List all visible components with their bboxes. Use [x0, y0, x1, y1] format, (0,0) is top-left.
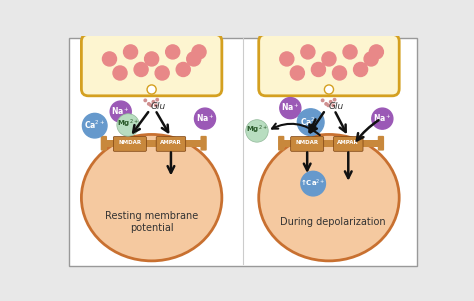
FancyBboxPatch shape: [146, 140, 157, 147]
Circle shape: [117, 114, 139, 136]
Circle shape: [152, 101, 155, 103]
Circle shape: [327, 104, 329, 107]
Circle shape: [325, 103, 328, 105]
Circle shape: [301, 45, 315, 59]
Circle shape: [297, 109, 324, 135]
FancyBboxPatch shape: [100, 136, 107, 150]
Circle shape: [301, 171, 326, 196]
Circle shape: [102, 52, 117, 66]
Text: AMPAR: AMPAR: [337, 140, 359, 145]
FancyBboxPatch shape: [291, 137, 324, 151]
FancyBboxPatch shape: [323, 140, 335, 147]
Circle shape: [364, 52, 378, 66]
Circle shape: [280, 98, 301, 119]
Text: Na$^+$: Na$^+$: [111, 105, 130, 117]
FancyBboxPatch shape: [156, 137, 186, 151]
Text: NMDAR: NMDAR: [118, 140, 141, 145]
FancyBboxPatch shape: [334, 137, 363, 151]
Ellipse shape: [82, 135, 222, 261]
Circle shape: [150, 104, 152, 107]
Circle shape: [147, 85, 156, 94]
Text: Resting membrane
potential: Resting membrane potential: [105, 211, 198, 233]
Text: NMDAR: NMDAR: [296, 140, 319, 145]
Circle shape: [176, 63, 190, 76]
Text: Na$^+$: Na$^+$: [196, 112, 214, 124]
Circle shape: [354, 63, 368, 76]
Text: AMPAR: AMPAR: [160, 140, 182, 145]
Circle shape: [311, 63, 326, 76]
Circle shape: [166, 45, 180, 59]
Circle shape: [156, 98, 158, 101]
Circle shape: [322, 52, 336, 66]
Text: Glu: Glu: [328, 102, 344, 111]
Circle shape: [280, 52, 294, 66]
Ellipse shape: [259, 135, 399, 261]
Text: Mg$^{2+}$: Mg$^{2+}$: [117, 118, 139, 130]
Circle shape: [372, 108, 393, 129]
FancyBboxPatch shape: [378, 136, 384, 150]
Text: Mg$^{2+}$: Mg$^{2+}$: [246, 124, 268, 136]
FancyBboxPatch shape: [259, 34, 399, 96]
Text: Na$^+$: Na$^+$: [373, 112, 392, 124]
Circle shape: [332, 66, 346, 80]
Text: Ca$^{2+}$: Ca$^{2+}$: [300, 115, 321, 128]
Circle shape: [134, 63, 148, 76]
Circle shape: [124, 45, 137, 59]
Circle shape: [147, 103, 150, 105]
Circle shape: [155, 66, 169, 80]
Circle shape: [246, 120, 268, 142]
Text: ↑Ca$^{2+}$: ↑Ca$^{2+}$: [301, 177, 326, 188]
Circle shape: [82, 113, 107, 138]
Circle shape: [329, 101, 332, 103]
Text: Na$^+$: Na$^+$: [281, 101, 300, 113]
Circle shape: [110, 101, 131, 122]
FancyBboxPatch shape: [69, 38, 417, 266]
FancyBboxPatch shape: [280, 140, 378, 147]
Circle shape: [145, 52, 159, 66]
Circle shape: [291, 66, 304, 80]
Circle shape: [321, 99, 324, 102]
Text: During depolarization: During depolarization: [280, 217, 385, 227]
FancyBboxPatch shape: [113, 137, 146, 151]
Circle shape: [343, 45, 357, 59]
FancyBboxPatch shape: [201, 136, 207, 150]
Circle shape: [113, 66, 127, 80]
Circle shape: [333, 98, 336, 101]
Circle shape: [324, 85, 334, 94]
Circle shape: [194, 108, 216, 129]
FancyBboxPatch shape: [102, 140, 201, 147]
Circle shape: [192, 45, 206, 59]
FancyBboxPatch shape: [278, 136, 284, 150]
Text: Ca$^{2+}$: Ca$^{2+}$: [84, 119, 105, 131]
FancyBboxPatch shape: [82, 34, 222, 96]
Circle shape: [144, 99, 146, 102]
Circle shape: [332, 104, 334, 107]
Circle shape: [155, 104, 157, 107]
Circle shape: [187, 52, 201, 66]
Text: Glu: Glu: [151, 102, 166, 111]
Circle shape: [369, 45, 383, 59]
